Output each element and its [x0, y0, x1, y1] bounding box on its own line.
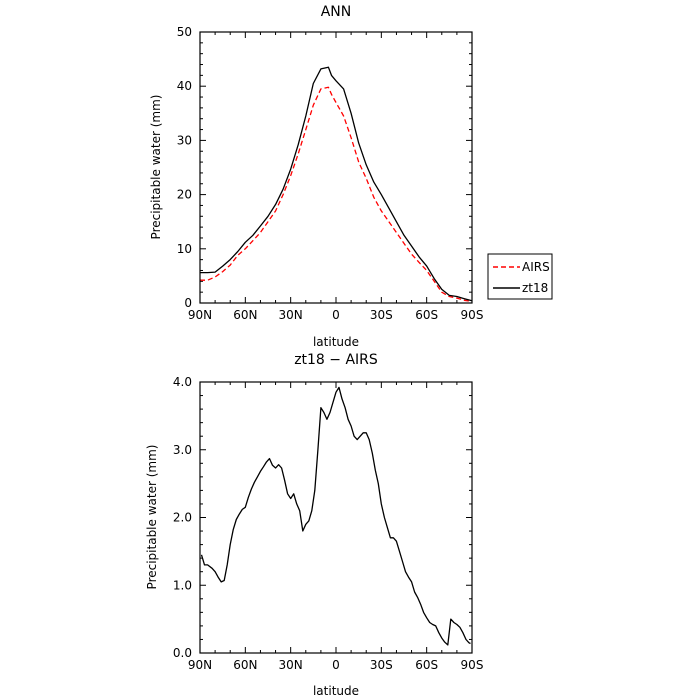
x-tick-label: 30S	[370, 308, 393, 322]
legend-box	[487, 253, 553, 300]
y-tick-label: 1.0	[173, 578, 192, 592]
x-tick-label: 90N	[188, 308, 212, 322]
series-line-airs	[200, 86, 473, 303]
x-tick-label: 0	[332, 658, 340, 672]
y-tick-label: 40	[177, 79, 192, 93]
y-tick-label: 4.0	[173, 375, 192, 389]
y-axis-label: Precipitable water (mm)	[149, 95, 163, 240]
legend-label-airs: AIRS	[522, 260, 550, 274]
x-tick-label: 60N	[233, 308, 257, 322]
x-tick-label: 30N	[279, 308, 303, 322]
series-group	[200, 386, 471, 646]
y-tick-label: 0.0	[173, 646, 192, 660]
top-panel: ANN Precipitable water (mm) latitude 90N…	[149, 4, 553, 349]
x-tick-label: 90S	[461, 658, 484, 672]
y-tick-label: 20	[177, 188, 192, 202]
bottom-panel: zt18 − AIRS Precipitable water (mm) lati…	[145, 352, 483, 698]
series-line-difference	[200, 386, 471, 646]
x-tick-label: 90S	[461, 308, 484, 322]
series-group	[200, 66, 473, 303]
y-tick-label: 10	[177, 242, 192, 256]
x-tick-label: 60S	[415, 308, 438, 322]
chart-title: zt18 − AIRS	[294, 352, 378, 368]
x-tick-label: 30S	[370, 658, 393, 672]
x-tick-label: 60N	[233, 658, 257, 672]
y-tick-label: 2.0	[173, 511, 192, 525]
x-tick-label: 60S	[415, 658, 438, 672]
y-tick-label: 30	[177, 133, 192, 147]
y-tick-label: 50	[177, 25, 192, 39]
x-tick-label: 90N	[188, 658, 212, 672]
plot-frame	[199, 31, 473, 304]
y-tick-label: 0	[184, 296, 192, 310]
series-line-zt18	[200, 66, 473, 302]
axis-ticks: 90N 60N 30N 0 30S 60S 90S 0 10 20 30 40 50	[177, 25, 484, 322]
x-tick-label: 30N	[279, 658, 303, 672]
y-axis-label: Precipitable water (mm)	[145, 445, 159, 590]
plot-frame	[199, 381, 473, 654]
chart-title: ANN	[321, 4, 352, 20]
x-tick-label: 0	[332, 308, 340, 322]
legend: AIRS zt18	[487, 253, 553, 300]
x-axis-label: latitude	[313, 684, 359, 698]
axis-ticks: 90N 60N 30N 0 30S 60S 90S 0.0 1.0 2.0 3.0 4.0	[173, 375, 484, 672]
x-axis-label: latitude	[313, 335, 359, 349]
y-tick-label: 3.0	[173, 443, 192, 457]
legend-label-zt18: zt18	[522, 281, 548, 295]
